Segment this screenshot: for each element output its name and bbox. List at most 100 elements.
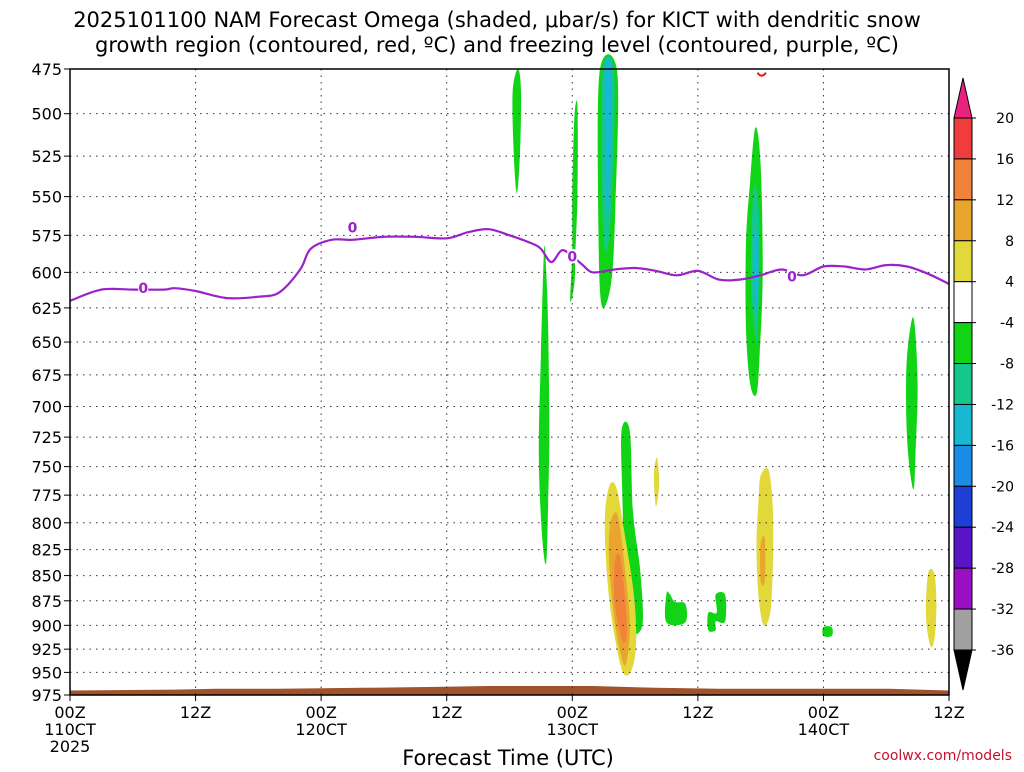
y-tick-label-6: 625 [31, 299, 62, 318]
x-tick-label-0-2: 2025 [50, 737, 91, 756]
title-line-2: growth region (contoured, red, ºC) and f… [95, 33, 899, 57]
freezing-level-line [69, 228, 950, 302]
plot-frame [69, 68, 950, 696]
x-tick-label-3-0: 12Z [431, 703, 462, 722]
colorbar-arrow-bottom [953, 649, 973, 691]
colorbar-bin-11 [953, 526, 973, 569]
colorbar-label-6: -8 [1000, 357, 1014, 373]
colorbar-label-7: -12 [991, 397, 1014, 413]
dgz-contour [756, 72, 767, 77]
x-tick-label-5-0: 12Z [682, 703, 713, 722]
site-credit: coolwx.com/models [874, 748, 1012, 764]
colorbar-bin-10 [953, 485, 973, 528]
omega-region-13 [822, 626, 833, 637]
colorbar-bin-12 [953, 567, 973, 610]
y-axis: 475 500 525 550 575 600 625 650 675 700 725 750 775 8… [31, 60, 70, 705]
x-axis-title: Forecast Time (UTC) [402, 746, 614, 768]
colorbar-label-5: -4 [1000, 316, 1014, 332]
colorbar-bin-1 [953, 117, 973, 160]
omega-region-10 [664, 591, 688, 626]
freezing-label-0: 0 [138, 281, 148, 297]
omega-region-5 [604, 57, 613, 219]
y-tick-label-2: 525 [31, 147, 62, 166]
omega-region-14 [653, 457, 660, 507]
y-tick-label-18: 925 [31, 640, 62, 659]
colorbar-label-12: -32 [991, 602, 1014, 618]
y-tick-label-3: 550 [31, 188, 62, 207]
colorbar-label-3: 8 [1005, 234, 1014, 250]
y-tick-label-9: 700 [31, 398, 62, 417]
omega-region-1 [570, 100, 578, 303]
y-tick-label-17: 900 [31, 616, 62, 635]
y-tick-label-1: 500 [31, 105, 62, 124]
colorbar-bin-8 [953, 403, 973, 446]
colorbar-label-4: 4 [1005, 275, 1014, 291]
colorbar-label-2: 12 [996, 193, 1014, 209]
colorbar: 20 16 12 8 4 -4 -8 -12 -16 -20 -24 -28 -32 -36 [953, 77, 1014, 691]
colorbar-bin-7 [953, 363, 973, 405]
x-tick-label-0-0: 00Z [54, 703, 85, 722]
omega-region-17 [925, 568, 937, 648]
colorbar-bin-13 [953, 608, 973, 651]
y-tick-label-12: 775 [31, 486, 62, 505]
y-tick-label-13: 800 [31, 514, 62, 533]
omega-region-11 [707, 592, 727, 632]
colorbar-label-10: -24 [991, 520, 1014, 536]
x-tick-label-2-1: 120CT [295, 720, 347, 739]
colorbar-label-8: -16 [991, 438, 1014, 454]
y-tick-label-0: 475 [31, 60, 62, 79]
x-tick-label-6-1: 140CT [798, 720, 850, 739]
grid-lines [69, 68, 950, 696]
x-tick-label-6-0: 00Z [808, 703, 839, 722]
omega-region-0 [512, 68, 522, 194]
colorbar-label-11: -28 [991, 561, 1014, 577]
contour-lines: 0 0 0 0 [69, 72, 950, 302]
y-tick-label-19: 950 [31, 663, 62, 682]
y-tick-label-15: 850 [31, 567, 62, 586]
y-tick-label-10: 725 [31, 428, 62, 447]
terrain-layer [70, 686, 949, 695]
y-tick-label-5: 600 [31, 263, 62, 282]
y-tick-label-4: 575 [31, 226, 62, 245]
title-line-1: 2025101100 NAM Forecast Omega (shaded, μ… [73, 8, 921, 32]
colorbar-arrow-top [953, 77, 973, 119]
y-tick-label-16: 875 [31, 592, 62, 611]
colorbar-bin-4 [953, 240, 973, 283]
y-tick-label-20: 975 [31, 686, 62, 705]
colorbar-label-13: -36 [991, 643, 1014, 659]
chart-title: 2025101100 NAM Forecast Omega (shaded, μ… [73, 8, 921, 57]
freezing-label-3: 0 [787, 270, 797, 286]
x-tick-label-4-0: 00Z [557, 703, 588, 722]
colorbar-label-9: -20 [991, 479, 1014, 495]
x-tick-label-1-0: 12Z [180, 703, 211, 722]
y-tick-label-11: 750 [31, 458, 62, 477]
omega-region-16 [760, 536, 766, 586]
colorbar-bin-5 [953, 281, 973, 324]
colorbar-label-0: 20 [996, 111, 1014, 127]
x-tick-label-0-1: 110CT [44, 720, 96, 739]
omega-region-2 [538, 245, 550, 565]
x-tick-label-4-1: 130CT [547, 720, 599, 739]
colorbar-bin-9 [953, 444, 973, 487]
y-tick-label-14: 825 [31, 541, 62, 560]
x-tick-label-7-0: 12Z [933, 703, 964, 722]
freezing-label-2: 0 [567, 249, 577, 265]
omega-region-8 [754, 227, 759, 316]
x-tick-label-2-0: 00Z [305, 703, 336, 722]
y-tick-label-7: 650 [31, 333, 62, 352]
freezing-label-1: 0 [348, 221, 358, 237]
freezing-label-bg-1 [347, 220, 358, 235]
colorbar-label-1: 16 [996, 152, 1014, 168]
freezing-label-bg-3 [787, 269, 798, 284]
y-tick-label-8: 675 [31, 366, 62, 385]
colorbar-bin-6 [953, 322, 973, 365]
terrain-fill [70, 686, 949, 695]
omega-region-12 [906, 317, 918, 490]
colorbar-bin-3 [953, 199, 973, 242]
freezing-label-bg-0 [138, 281, 149, 296]
omega-shading [512, 54, 937, 676]
freezing-label-bg-2 [567, 249, 578, 264]
